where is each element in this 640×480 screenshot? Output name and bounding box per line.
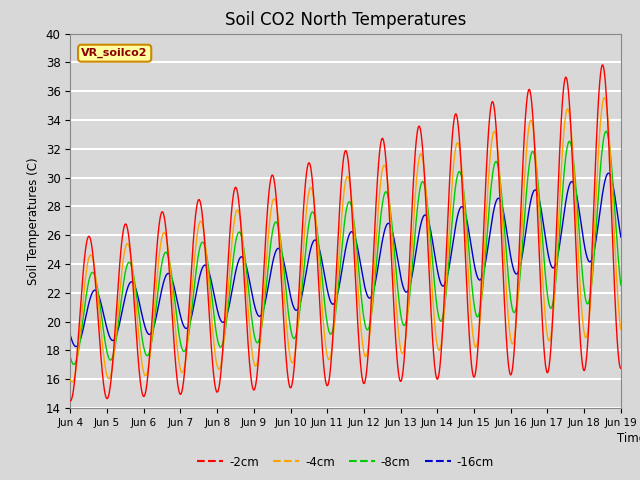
Y-axis label: Soil Temperatures (C): Soil Temperatures (C) — [27, 157, 40, 285]
Legend: -2cm, -4cm, -8cm, -16cm: -2cm, -4cm, -8cm, -16cm — [193, 451, 499, 473]
Text: VR_soilco2: VR_soilco2 — [81, 48, 148, 59]
X-axis label: Time: Time — [618, 432, 640, 445]
Title: Soil CO2 North Temperatures: Soil CO2 North Temperatures — [225, 11, 467, 29]
